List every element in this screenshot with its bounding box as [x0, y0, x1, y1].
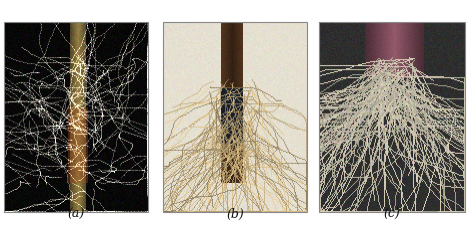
Bar — [319, 23, 465, 212]
Bar — [4, 23, 148, 212]
Text: (a): (a) — [67, 207, 85, 220]
Text: (b): (b) — [226, 207, 244, 220]
Text: (c): (c) — [383, 207, 401, 220]
Bar — [163, 23, 307, 212]
